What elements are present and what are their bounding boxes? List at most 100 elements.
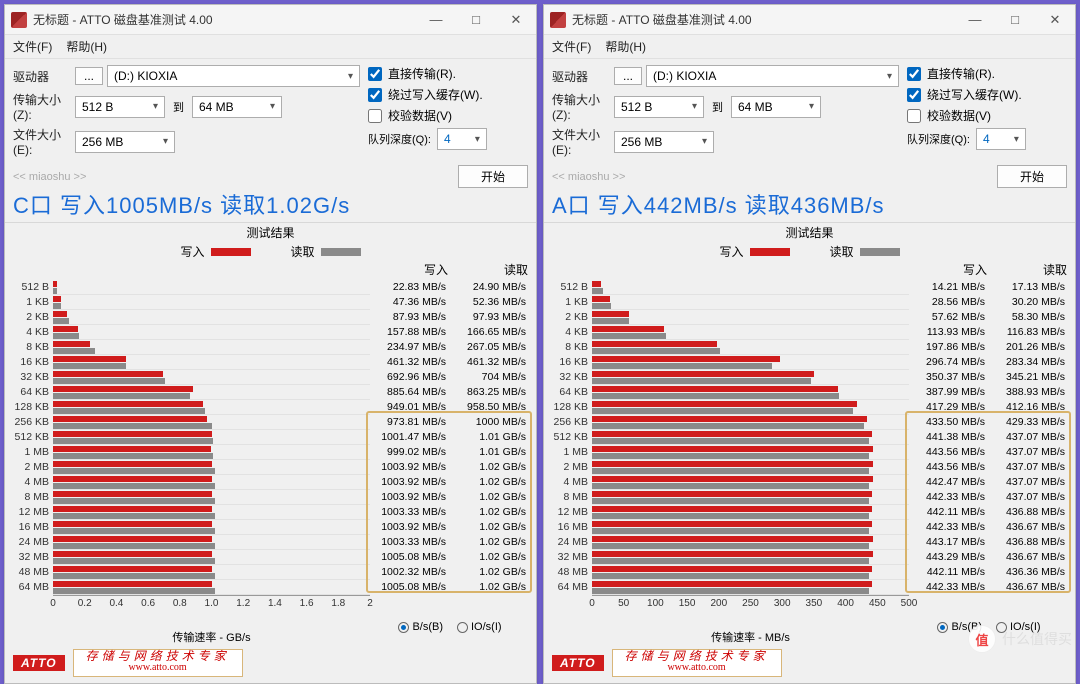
start-button[interactable]: 开始 (458, 165, 528, 188)
bar-row (592, 520, 909, 535)
legend: 写入读取 (544, 242, 1075, 261)
cell-write: 296.74 MB/s (909, 355, 989, 370)
checkbox-direct-input[interactable] (368, 67, 382, 81)
cell-write: 28.56 MB/s (909, 295, 989, 310)
bar-write (53, 431, 212, 437)
menu-help[interactable]: 帮助(H) (605, 38, 646, 55)
cell-write: 22.83 MB/s (370, 280, 450, 295)
cell-read: 17.13 MB/s (989, 280, 1069, 295)
cell-write: 1003.92 MB/s (370, 520, 450, 535)
bar-row (53, 520, 370, 535)
xfer-label: 传输大小(Z): (552, 91, 614, 122)
checkbox-verify-input[interactable] (907, 109, 921, 123)
cell-write: 47.36 MB/s (370, 295, 450, 310)
maximize-button[interactable]: □ (995, 5, 1035, 35)
window-buttons: —□✕ (416, 5, 536, 35)
menu-help[interactable]: 帮助(H) (66, 38, 107, 55)
queue-depth-label: 队列深度(Q): (907, 131, 970, 147)
checkbox-direct[interactable]: 直接传输(R). (368, 65, 528, 82)
checkbox-verify-input[interactable] (368, 109, 382, 123)
bar-write (53, 356, 126, 362)
cell-read: 429.33 MB/s (989, 415, 1069, 430)
cell-read: 436.67 MB/s (989, 550, 1069, 565)
minimize-button[interactable]: — (955, 5, 995, 35)
bar-read (53, 573, 215, 579)
bar-write (592, 326, 664, 332)
chevron-down-icon: ▾ (1014, 134, 1019, 145)
bar-row (592, 475, 909, 490)
radio-ios[interactable]: IO/s(I) (457, 621, 502, 633)
bar-read (53, 303, 61, 309)
legend-read: 读取 (291, 243, 361, 260)
xfer-from-select[interactable]: 512 B▾ (614, 96, 704, 118)
bar-write (592, 281, 601, 287)
close-button[interactable]: ✕ (496, 5, 536, 35)
chevron-down-icon: ▾ (702, 136, 707, 147)
close-button[interactable]: ✕ (1035, 5, 1075, 35)
tick: 250 (742, 598, 759, 609)
axis-radios: B/s(B) IO/s(I) (370, 619, 530, 645)
chevron-down-icon: ▾ (809, 101, 814, 112)
bar-row (592, 340, 909, 355)
filesize-select[interactable]: 256 MB▾ (75, 131, 175, 153)
maximize-button[interactable]: □ (456, 5, 496, 35)
annotation-text: C口 写入1005MB/s 读取1.02G/s (5, 188, 536, 222)
bar-write (53, 296, 61, 302)
bar-row (592, 490, 909, 505)
checkbox-verify[interactable]: 校验数据(V) (368, 107, 528, 124)
xfer-row: 512 B▾到64 MB▾ (75, 96, 360, 118)
checkbox-direct-input[interactable] (907, 67, 921, 81)
drive-select[interactable]: (D:) KIOXIA▾ (646, 65, 899, 87)
cell-read: 437.07 MB/s (989, 445, 1069, 460)
checkbox-bypass[interactable]: 绕过写入缓存(W). (907, 86, 1067, 103)
row-label: 8 MB (11, 490, 53, 505)
bar-row (53, 445, 370, 460)
cell-write: 87.93 MB/s (370, 310, 450, 325)
checkbox-verify[interactable]: 校验数据(V) (907, 107, 1067, 124)
bar-row (592, 280, 909, 295)
bar-read (592, 438, 869, 444)
filesize-select[interactable]: 256 MB▾ (614, 131, 714, 153)
row-label: 1 KB (11, 295, 53, 310)
xfer-from-select[interactable]: 512 B▾ (75, 96, 165, 118)
queue-depth-select[interactable]: 4▾ (437, 128, 487, 150)
row-label: 32 MB (550, 550, 592, 565)
bar-write (592, 311, 629, 317)
xfer-to-select[interactable]: 64 MB▾ (731, 96, 821, 118)
bar-row (592, 535, 909, 550)
chevron-down-icon: ▾ (270, 101, 275, 112)
bar-write (53, 401, 203, 407)
cell-read: 461.32 MB/s (450, 355, 530, 370)
menu-file[interactable]: 文件(F) (552, 38, 591, 55)
tick: 400 (837, 598, 854, 609)
app-icon (550, 12, 566, 28)
checkbox-direct[interactable]: 直接传输(R). (907, 65, 1067, 82)
queue-depth-label: 队列深度(Q): (368, 131, 431, 147)
queue-depth-row: 队列深度(Q): 4▾ (907, 128, 1067, 150)
bar-write (592, 296, 610, 302)
drive-browse-button[interactable]: ... (75, 67, 103, 85)
minimize-button[interactable]: — (416, 5, 456, 35)
row-label: 1 MB (550, 445, 592, 460)
bar-read (592, 573, 869, 579)
queue-depth-select[interactable]: 4▾ (976, 128, 1026, 150)
bar-read (53, 288, 57, 294)
xfer-to-select[interactable]: 64 MB▾ (192, 96, 282, 118)
checkbox-bypass[interactable]: 绕过写入缓存(W). (368, 86, 528, 103)
start-button[interactable]: 开始 (997, 165, 1067, 188)
atto-badge: ATTO (13, 655, 65, 671)
menu-file[interactable]: 文件(F) (13, 38, 52, 55)
drive-browse-button[interactable]: ... (614, 67, 642, 85)
xfer-label: 传输大小(Z): (13, 91, 75, 122)
bar-read (592, 453, 869, 459)
checkbox-bypass-input[interactable] (907, 88, 921, 102)
radio-bs[interactable]: B/s(B) (398, 621, 443, 633)
row-label: 256 KB (11, 415, 53, 430)
bar-read (592, 303, 611, 309)
checkbox-bypass-input[interactable] (368, 88, 382, 102)
row-label: 8 MB (550, 490, 592, 505)
cell-write: 113.93 MB/s (909, 325, 989, 340)
cell-read: 1.02 GB/s (450, 460, 530, 475)
drive-select[interactable]: (D:) KIOXIA▾ (107, 65, 360, 87)
controls-right: 直接传输(R). 绕过写入缓存(W). 校验数据(V) 队列深度(Q): 4▾ (907, 65, 1067, 157)
